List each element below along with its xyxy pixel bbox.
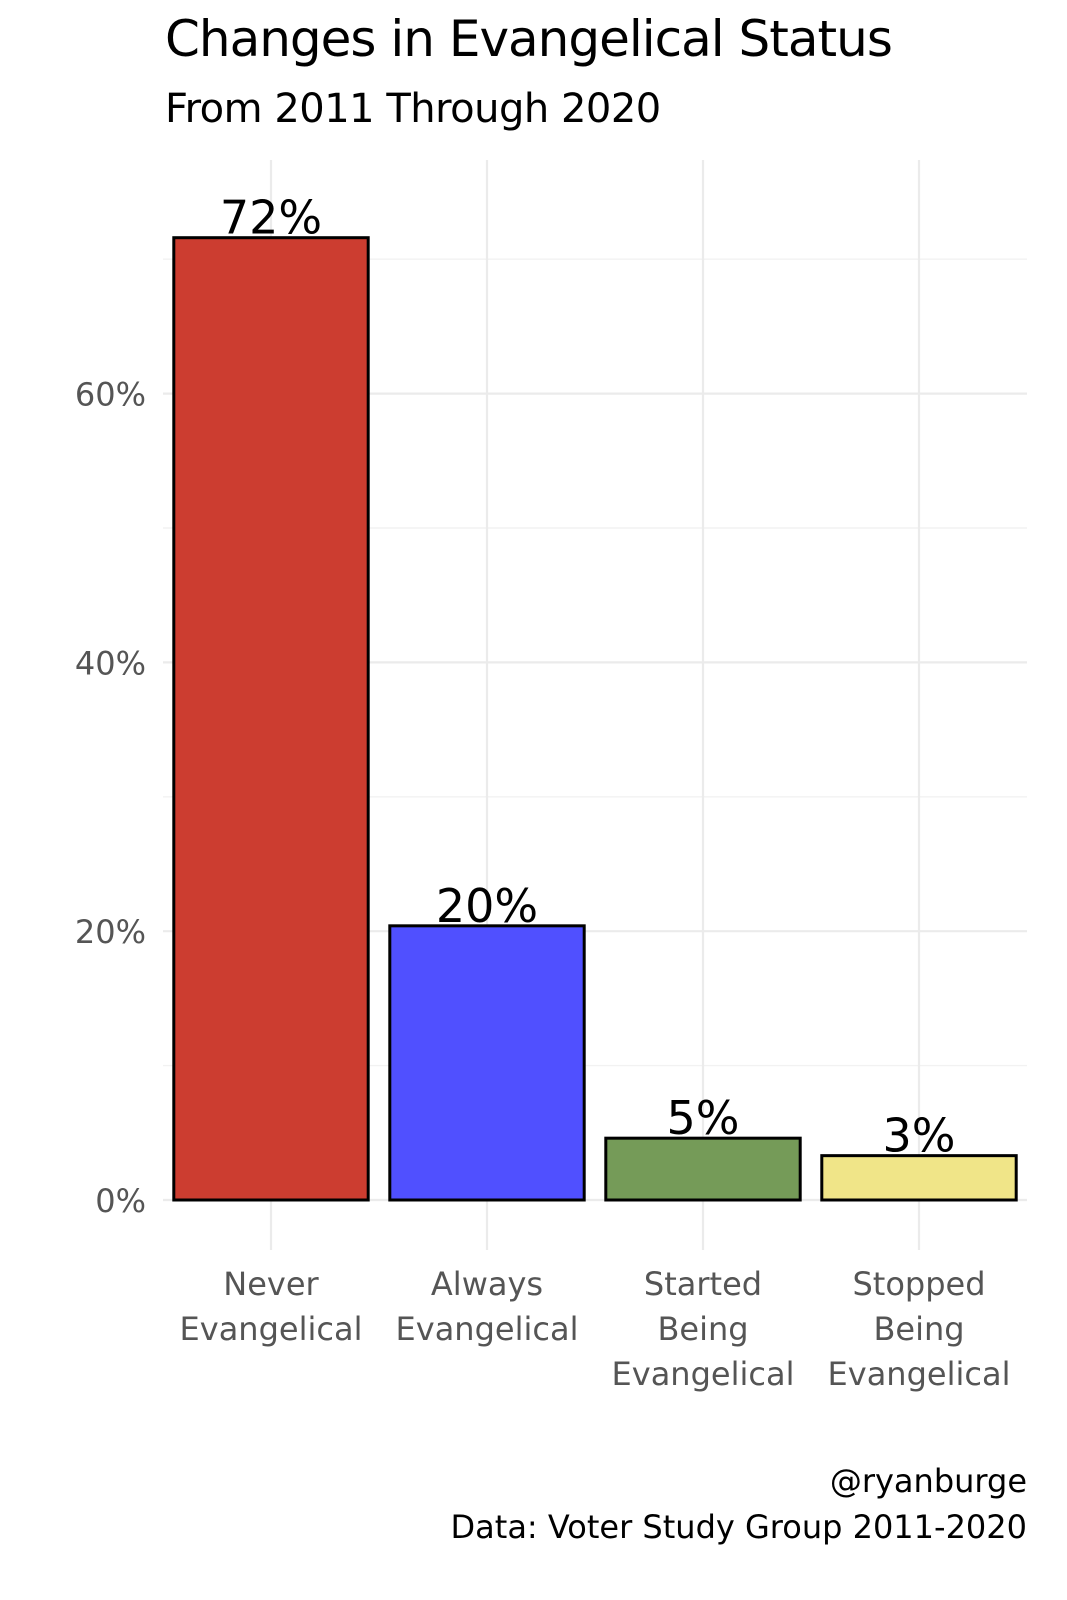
data-label: 72% bbox=[220, 191, 322, 245]
x-tick-label: Never Evangelical bbox=[180, 1265, 363, 1348]
y-tick-label: 20% bbox=[75, 913, 146, 951]
bar bbox=[172, 236, 370, 1202]
x-axis: Never Evangelical Always Evangelical Started… bbox=[180, 1265, 1011, 1393]
y-tick-label: 0% bbox=[95, 1182, 146, 1220]
x-tick-label: Stopped Being Evangelical bbox=[828, 1265, 1011, 1393]
bar-chart: 72% 20% 5% 3% 0% 20% 40% 60% Never Evangelical A… bbox=[75, 160, 1027, 1393]
chart-subtitle: From 2011 Through 2020 bbox=[165, 86, 661, 132]
y-tick-label: 40% bbox=[75, 644, 146, 682]
bar bbox=[604, 1136, 802, 1202]
bar bbox=[820, 1154, 1018, 1202]
bars bbox=[172, 236, 1018, 1202]
data-label: 5% bbox=[667, 1091, 740, 1145]
data-labels: 72% 20% 5% 3% bbox=[220, 191, 956, 1163]
data-label: 20% bbox=[436, 879, 538, 933]
chart-title: Changes in Evangelical Status bbox=[165, 10, 893, 68]
x-tick-label: Started Being Evangelical bbox=[612, 1265, 795, 1393]
x-tick-label: Always Evangelical bbox=[396, 1265, 579, 1348]
data-label: 3% bbox=[883, 1109, 956, 1163]
caption-handle: @ryanburge bbox=[829, 1462, 1027, 1500]
caption-source: Data: Voter Study Group 2011-2020 bbox=[450, 1508, 1027, 1546]
bar bbox=[388, 924, 586, 1202]
y-tick-label: 60% bbox=[75, 376, 146, 414]
y-axis: 0% 20% 40% 60% bbox=[75, 376, 146, 1220]
